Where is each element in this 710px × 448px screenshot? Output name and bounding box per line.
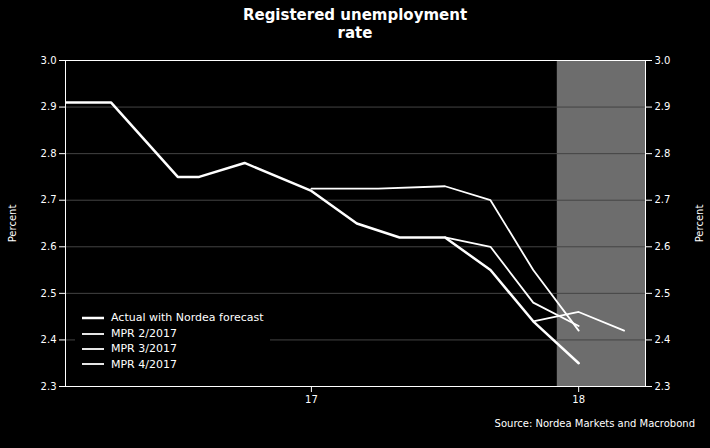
svg-text:Percent: Percent xyxy=(7,205,18,243)
svg-text:2.9: 2.9 xyxy=(655,101,671,112)
html-text:MPR 3/2017: MPR 3/2017 xyxy=(111,342,177,356)
svg-text:2.8: 2.8 xyxy=(41,148,57,159)
svg-text:2.6: 2.6 xyxy=(41,241,57,252)
svg-text:Percent: Percent xyxy=(694,205,705,243)
svg-text:2.7: 2.7 xyxy=(655,194,671,205)
svg-text:2.5: 2.5 xyxy=(655,288,671,299)
svg-text:2.6: 2.6 xyxy=(655,241,671,252)
svg-text:3.0: 3.0 xyxy=(41,55,57,66)
html-text:Registered unemployment rate: Registered unemployment rate xyxy=(242,6,468,42)
svg-text:2.4: 2.4 xyxy=(655,334,671,345)
svg-text:2.7: 2.7 xyxy=(41,194,57,205)
svg-text:2.5: 2.5 xyxy=(41,288,57,299)
svg-text:2.4: 2.4 xyxy=(41,334,57,345)
svg-text:3.0: 3.0 xyxy=(655,55,671,66)
html-text:MPR 2/2017: MPR 2/2017 xyxy=(111,326,177,340)
svg-text:2.3: 2.3 xyxy=(655,381,671,392)
svg-text:18: 18 xyxy=(572,394,585,405)
svg-text:2.8: 2.8 xyxy=(655,148,671,159)
svg-text:2.3: 2.3 xyxy=(41,381,57,392)
html-text:MPR 4/2017: MPR 4/2017 xyxy=(111,357,177,371)
svg-text:17: 17 xyxy=(305,394,318,405)
html-text:Actual with Nordea forecast: Actual with Nordea forecast xyxy=(111,311,264,325)
html-text:Source: Nordea Markets and Mac: Source: Nordea Markets and Macrobond xyxy=(494,418,695,429)
svg-text:2.9: 2.9 xyxy=(41,101,57,112)
